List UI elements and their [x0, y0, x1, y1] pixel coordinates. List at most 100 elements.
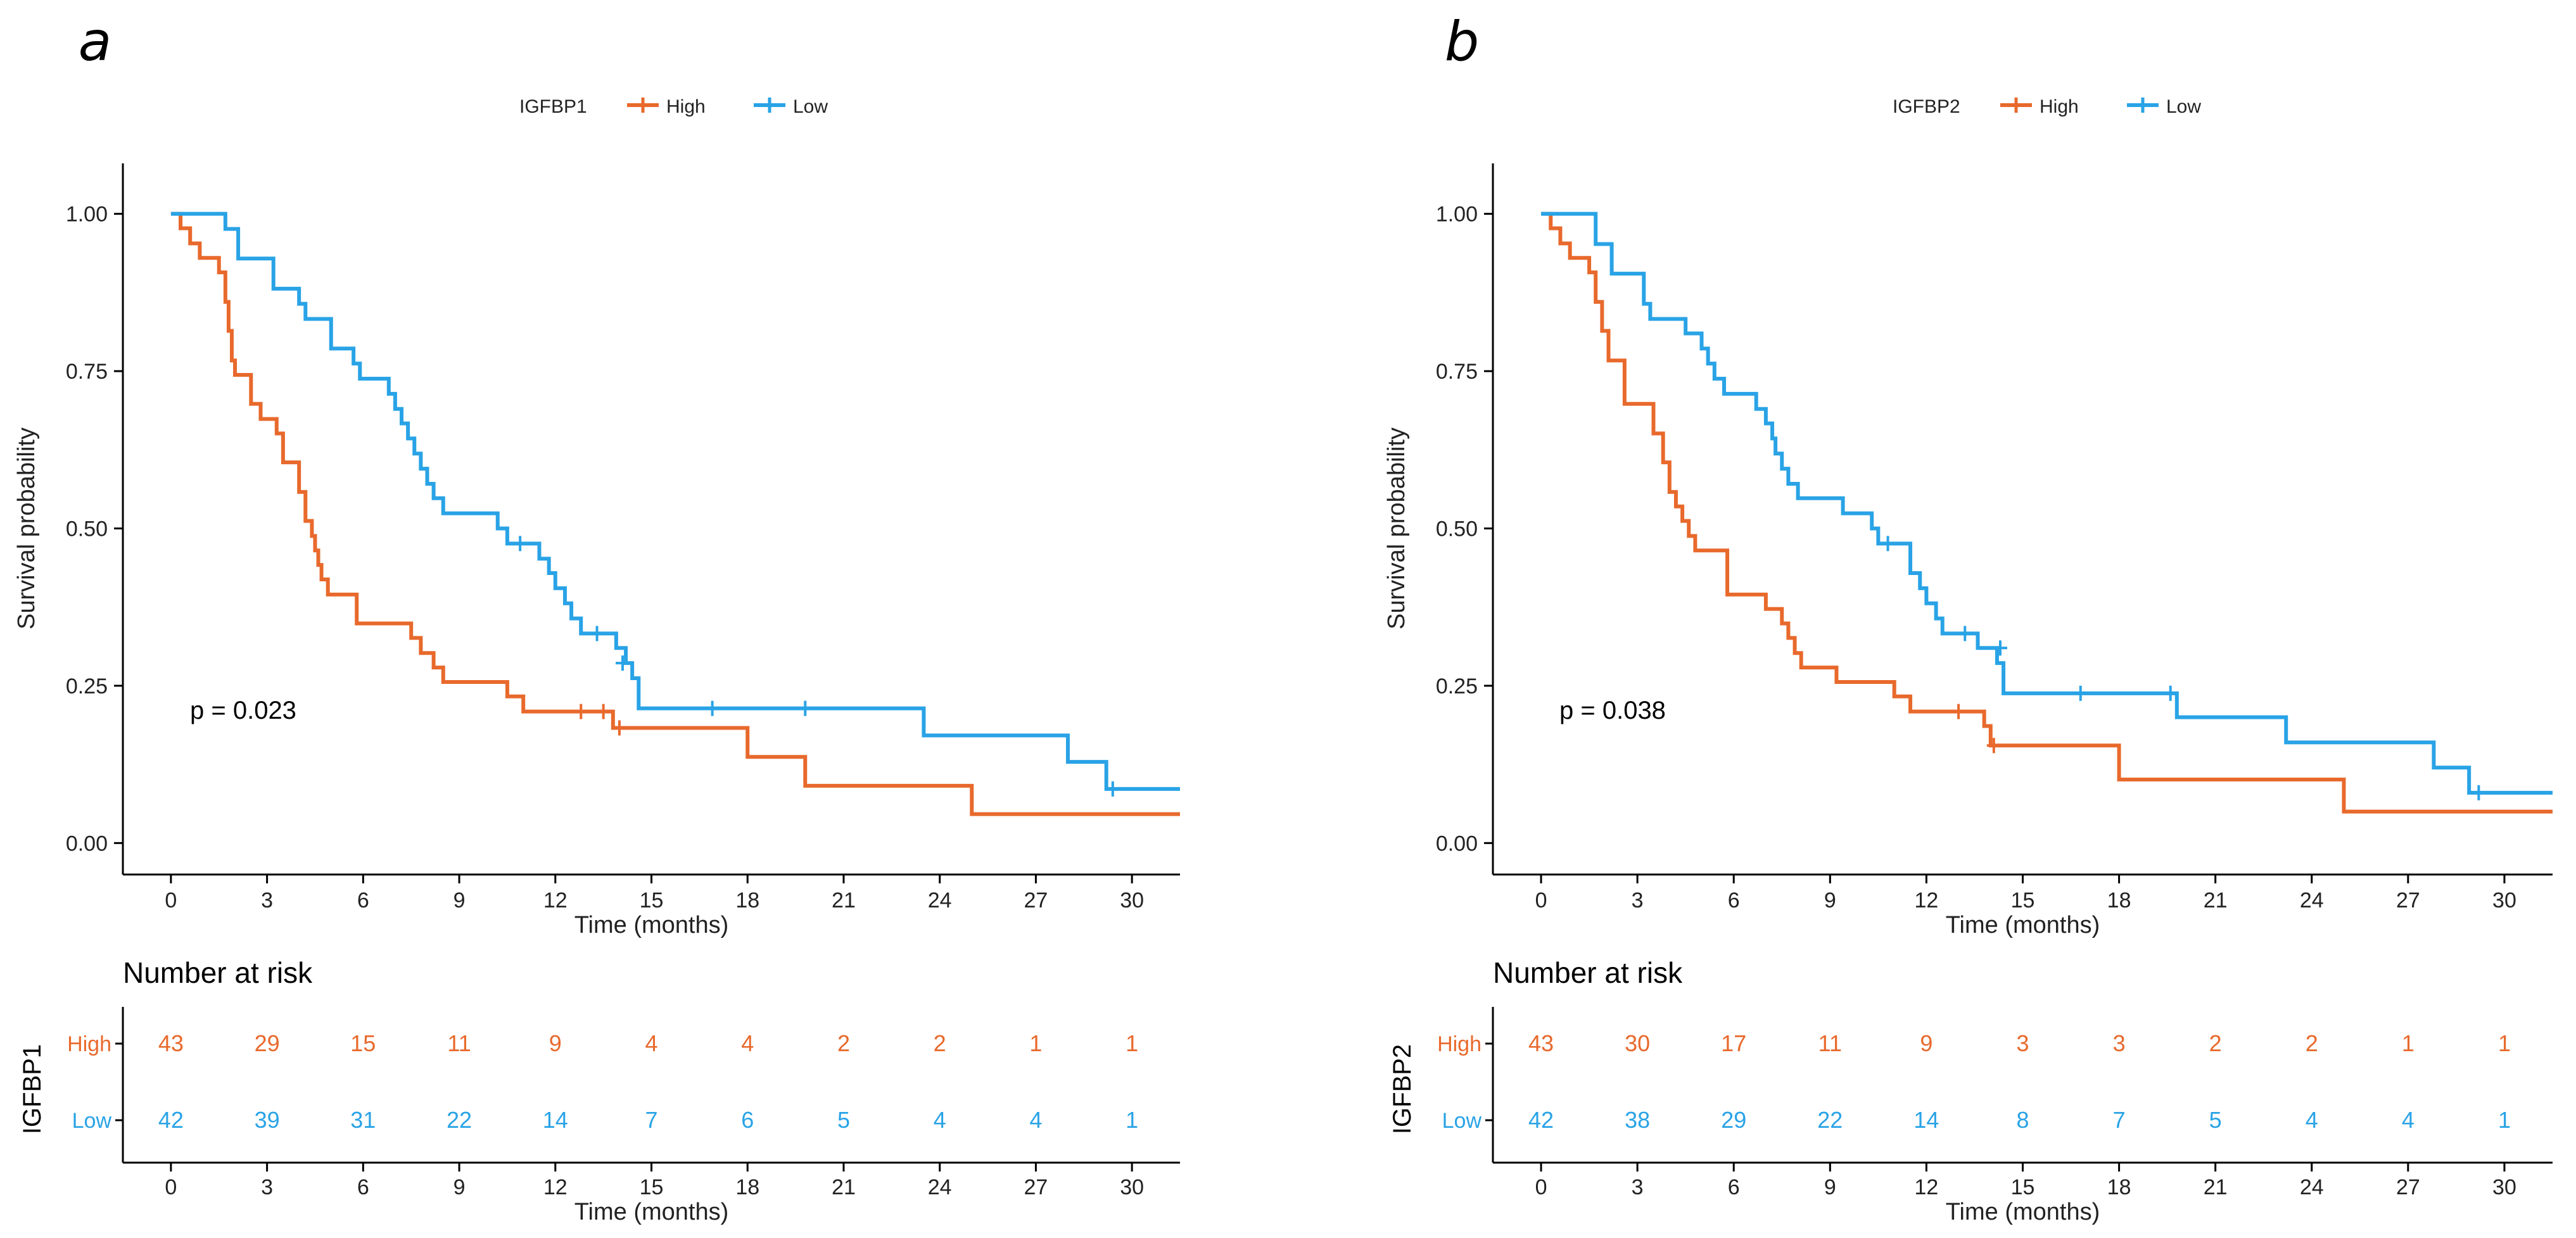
risk-row-label-low: Low	[72, 1109, 112, 1133]
risk-x-tick-label: 6	[357, 1175, 369, 1199]
risk-value: 42	[158, 1107, 184, 1133]
risk-x-tick-label: 12	[543, 1175, 568, 1199]
censor-mark-low	[2471, 785, 2486, 800]
x-tick-label: 27	[1024, 888, 1048, 913]
risk-value: 1	[1126, 1107, 1138, 1133]
censor-mark-low	[1993, 640, 2008, 656]
risk-value: 4	[1029, 1107, 1042, 1133]
risk-value: 2	[2209, 1030, 2222, 1056]
risk-value: 22	[447, 1107, 472, 1133]
risk-value: 1	[2498, 1107, 2511, 1133]
legend-title: IGFBP2	[1893, 96, 1960, 117]
risk-table-title: Number at risk	[123, 956, 313, 989]
risk-value: 17	[1721, 1030, 1746, 1056]
risk-x-tick-label: 0	[165, 1175, 177, 1199]
risk-value: 43	[1528, 1030, 1554, 1056]
risk-value: 43	[158, 1030, 184, 1056]
risk-value: 29	[255, 1030, 280, 1056]
risk-x-tick-label: 21	[832, 1175, 856, 1199]
survival-curve-high	[170, 212, 1180, 816]
risk-value: 8	[2016, 1107, 2029, 1133]
legend-title: IGFBP1	[519, 96, 587, 117]
risk-x-tick-label: 21	[2204, 1175, 2228, 1199]
risk-x-tick-label: 18	[735, 1175, 759, 1199]
risk-value: 39	[255, 1107, 280, 1133]
risk-x-tick-label: 3	[1632, 1175, 1644, 1199]
risk-value: 11	[1818, 1030, 1842, 1056]
risk-row-label-low: Low	[1442, 1109, 1482, 1133]
censor-mark-low	[1881, 536, 1895, 552]
risk-value: 4	[741, 1030, 754, 1056]
risk-value: 3	[2113, 1030, 2126, 1056]
risk-value: 14	[543, 1107, 568, 1133]
y-tick-label: 1.00	[66, 203, 108, 227]
risk-y-axis-label: IGFBP2	[1388, 1044, 1416, 1134]
x-tick-label: 0	[165, 888, 177, 913]
survival-curve-low	[1541, 212, 2553, 795]
x-tick-label: 18	[2107, 888, 2131, 913]
risk-value: 14	[1913, 1107, 1939, 1133]
risk-value: 38	[1625, 1107, 1650, 1133]
risk-value: 31	[350, 1107, 376, 1133]
x-tick-label: 9	[454, 888, 466, 913]
p-value-label: p = 0.023	[190, 697, 296, 724]
risk-x-tick-label: 18	[2107, 1175, 2131, 1199]
legend-entry-low: Low	[2166, 96, 2201, 117]
risk-value: 2	[2306, 1030, 2318, 1056]
risk-x-tick-label: 0	[1535, 1175, 1547, 1199]
risk-value: 7	[645, 1107, 657, 1133]
y-tick-label: 0.00	[1436, 831, 1478, 856]
risk-x-tick-label: 24	[2300, 1175, 2324, 1199]
x-tick-label: 21	[832, 888, 856, 913]
risk-value: 1	[2498, 1030, 2511, 1056]
legend-entry-low: Low	[793, 96, 828, 117]
legend-entry-high: High	[2040, 96, 2079, 117]
risk-x-tick-label: 27	[1024, 1175, 1048, 1199]
x-axis-label: Time (months)	[1946, 912, 2100, 938]
x-tick-label: 0	[1535, 888, 1547, 913]
risk-x-tick-label: 6	[1728, 1175, 1740, 1199]
censor-mark-low	[2073, 685, 2088, 701]
x-tick-label: 30	[1120, 888, 1144, 913]
x-tick-label: 6	[357, 888, 369, 913]
risk-value: 1	[1029, 1030, 1042, 1056]
x-tick-label: 6	[1728, 888, 1740, 913]
censor-mark-low	[1105, 781, 1120, 797]
p-value-label: p = 0.038	[1559, 697, 1666, 724]
censor-mark-low	[590, 626, 604, 641]
x-tick-label: 12	[1914, 888, 1938, 913]
risk-x-tick-label: 27	[2396, 1175, 2420, 1199]
risk-value: 4	[2402, 1107, 2414, 1133]
censor-mark-low	[2163, 685, 2178, 701]
risk-x-axis-label: Time (months)	[574, 1199, 729, 1225]
risk-value: 4	[2306, 1107, 2318, 1133]
y-tick-label: 0.75	[1436, 360, 1478, 384]
risk-value: 15	[350, 1030, 376, 1056]
y-tick-label: 1.00	[1436, 203, 1478, 227]
censor-mark-high	[612, 720, 626, 736]
survival-curve-low	[170, 212, 1180, 791]
censor-mark-high	[1951, 704, 1966, 719]
risk-x-tick-label: 12	[1914, 1175, 1938, 1199]
risk-x-tick-label: 9	[1824, 1175, 1836, 1199]
risk-value: 6	[741, 1107, 754, 1133]
y-tick-label: 0.00	[66, 831, 108, 856]
legend-entry-high: High	[666, 96, 706, 117]
risk-value: 22	[1817, 1107, 1843, 1133]
y-tick-label: 0.50	[1436, 517, 1478, 541]
risk-x-tick-label: 24	[928, 1175, 952, 1199]
x-tick-label: 3	[261, 888, 273, 913]
x-tick-label: 12	[543, 888, 568, 913]
censor-mark-low	[513, 536, 528, 552]
censor-mark-low	[615, 655, 630, 671]
risk-value: 9	[1920, 1030, 1932, 1056]
x-tick-label: 27	[2396, 888, 2420, 913]
risk-x-tick-label: 15	[2011, 1175, 2035, 1199]
risk-value: 4	[934, 1107, 946, 1133]
risk-value: 4	[645, 1030, 657, 1056]
x-tick-label: 30	[2492, 888, 2516, 913]
risk-value: 7	[2113, 1107, 2126, 1133]
risk-y-axis-label: IGFBP1	[18, 1044, 46, 1134]
censor-mark-low	[798, 700, 813, 716]
